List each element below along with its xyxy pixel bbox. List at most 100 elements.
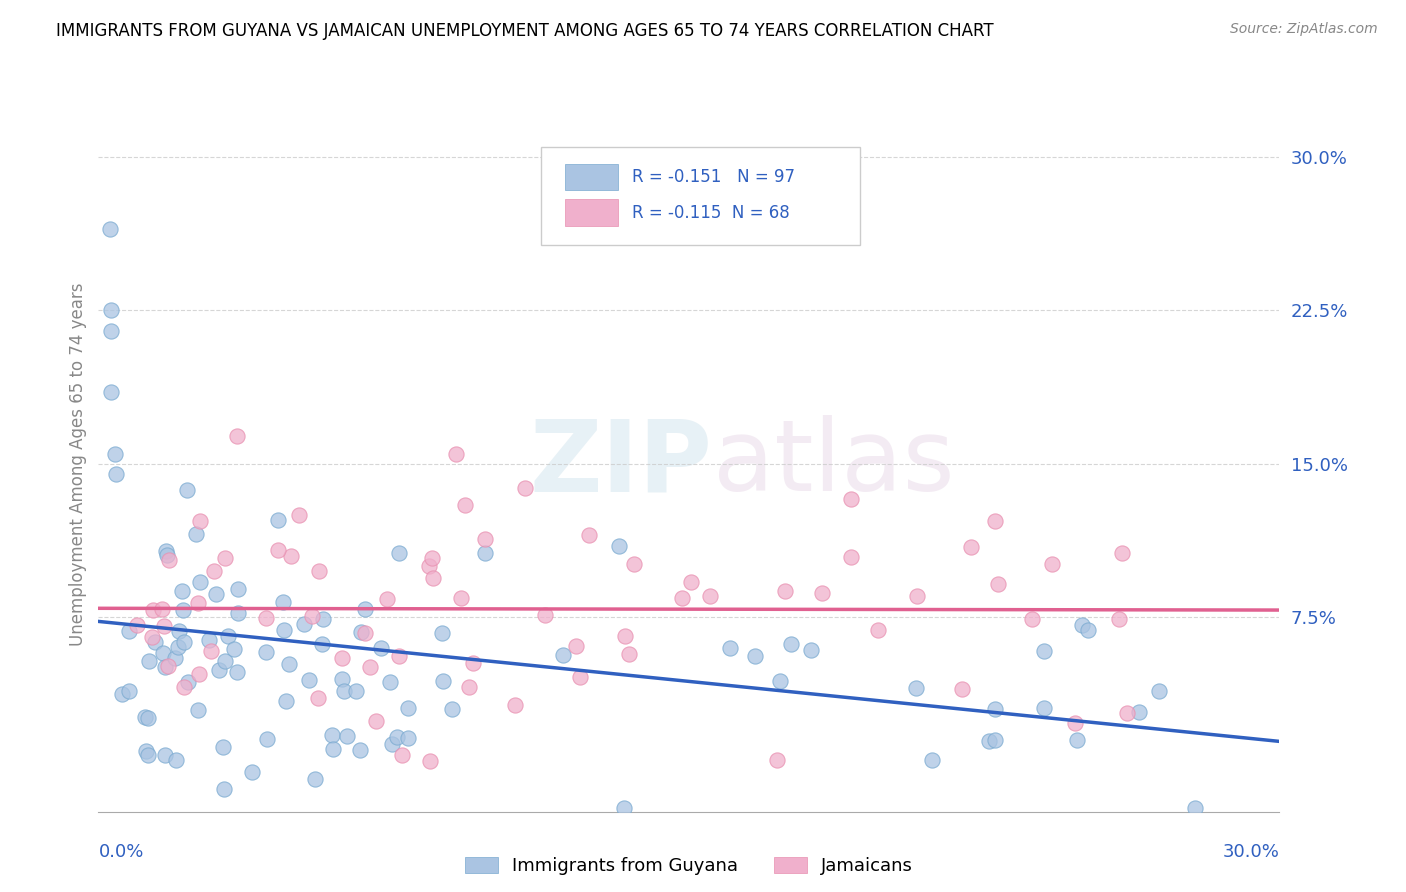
- Point: [463, 656, 485, 670]
- Point: [141, 630, 163, 644]
- Text: atlas: atlas: [713, 416, 955, 512]
- Point: [211, 739, 233, 754]
- Point: [157, 553, 180, 567]
- Point: [156, 659, 179, 673]
- Point: [153, 619, 176, 633]
- Point: [322, 742, 344, 756]
- Text: 0.0%: 0.0%: [98, 843, 143, 861]
- Point: [474, 532, 496, 546]
- Point: [142, 603, 165, 617]
- Point: [166, 640, 188, 654]
- Point: [104, 447, 127, 461]
- Point: [254, 645, 277, 659]
- Point: [671, 591, 693, 605]
- Point: [984, 702, 1007, 716]
- Point: [979, 734, 1001, 748]
- Point: [307, 691, 329, 706]
- Point: [256, 732, 278, 747]
- Point: [330, 650, 353, 665]
- Point: [100, 324, 122, 338]
- Point: [207, 663, 229, 677]
- Point: [430, 626, 453, 640]
- Point: [267, 513, 290, 527]
- Point: [187, 703, 209, 717]
- Point: [388, 649, 411, 664]
- Point: [271, 595, 294, 609]
- Point: [240, 765, 263, 780]
- Point: [165, 753, 187, 767]
- Point: [184, 527, 207, 541]
- Point: [153, 660, 176, 674]
- Point: [197, 632, 219, 647]
- Point: [156, 549, 179, 563]
- Point: [440, 702, 463, 716]
- Point: [217, 629, 239, 643]
- Point: [905, 681, 928, 695]
- Point: [744, 649, 766, 664]
- Point: [607, 539, 630, 553]
- Point: [984, 732, 1007, 747]
- Point: [391, 747, 413, 762]
- Point: [100, 385, 122, 400]
- Point: [155, 544, 177, 558]
- Point: [172, 583, 194, 598]
- Point: [188, 515, 211, 529]
- Point: [959, 540, 981, 554]
- Point: [1147, 684, 1170, 698]
- Point: [1033, 701, 1056, 715]
- Point: [1071, 617, 1094, 632]
- Point: [273, 623, 295, 637]
- Point: [578, 528, 600, 542]
- Point: [308, 564, 330, 578]
- FancyBboxPatch shape: [541, 147, 860, 244]
- Point: [1066, 733, 1088, 747]
- Point: [288, 508, 311, 522]
- Point: [699, 589, 721, 603]
- Point: [138, 654, 160, 668]
- Point: [278, 657, 301, 671]
- Y-axis label: Unemployment Among Ages 65 to 74 years: Unemployment Among Ages 65 to 74 years: [69, 282, 87, 646]
- Point: [176, 483, 198, 497]
- Point: [353, 602, 375, 616]
- Point: [228, 582, 250, 596]
- Point: [987, 577, 1010, 591]
- Point: [1116, 706, 1139, 720]
- Text: Source: ZipAtlas.com: Source: ZipAtlas.com: [1230, 22, 1378, 37]
- Point: [387, 730, 409, 744]
- Point: [565, 639, 588, 653]
- Point: [380, 675, 402, 690]
- Point: [613, 629, 636, 643]
- Text: R = -0.151   N = 97: R = -0.151 N = 97: [633, 169, 796, 186]
- Point: [350, 625, 373, 640]
- Point: [1111, 545, 1133, 559]
- Point: [370, 640, 392, 655]
- Point: [152, 646, 174, 660]
- Text: ZIP: ZIP: [530, 416, 713, 512]
- Point: [1021, 612, 1043, 626]
- Point: [200, 644, 222, 658]
- Point: [267, 543, 290, 558]
- Point: [104, 467, 127, 481]
- Point: [332, 673, 354, 687]
- Point: [1108, 612, 1130, 626]
- Point: [446, 447, 468, 461]
- Point: [118, 683, 141, 698]
- Point: [336, 729, 359, 743]
- Point: [422, 570, 444, 584]
- Point: [344, 684, 367, 698]
- Point: [364, 714, 387, 728]
- FancyBboxPatch shape: [565, 200, 619, 226]
- Point: [188, 666, 211, 681]
- Point: [1128, 706, 1150, 720]
- Point: [950, 681, 973, 696]
- Point: [569, 670, 592, 684]
- Point: [155, 747, 177, 762]
- Point: [312, 611, 335, 625]
- Point: [134, 710, 156, 724]
- Point: [419, 754, 441, 768]
- Point: [617, 648, 640, 662]
- Point: [150, 601, 173, 615]
- Point: [226, 428, 249, 442]
- Point: [212, 781, 235, 796]
- Point: [1077, 623, 1099, 637]
